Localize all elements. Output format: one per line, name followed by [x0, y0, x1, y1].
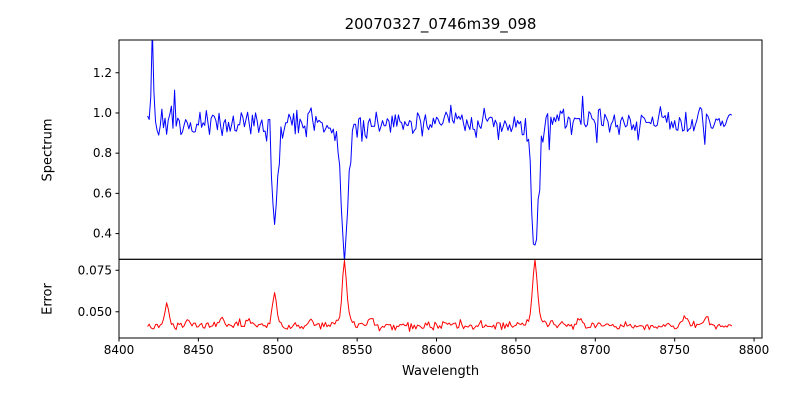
error-line	[147, 259, 733, 332]
x-tick-label: 8800	[739, 343, 770, 357]
spectrum-line	[147, 40, 733, 260]
x-tick-label: 8400	[104, 343, 135, 357]
y-tick-label: 0.075	[78, 263, 112, 277]
y-tick-label: 1.0	[93, 106, 112, 120]
x-axis-label: Wavelength	[401, 364, 480, 379]
y-axis-label-error: Error	[40, 283, 56, 315]
x-tick-label: 8500	[262, 343, 293, 357]
x-tick-label: 8700	[580, 343, 611, 357]
y-tick-label: 0.050	[78, 305, 112, 319]
x-tick-label: 8450	[183, 343, 214, 357]
y-tick-label: 0.8	[93, 146, 112, 160]
y-tick-label: 0.6	[93, 186, 112, 200]
bottom-panel-border	[118, 258, 763, 339]
y-axis-label-spectrum: Spectrum	[40, 118, 56, 182]
x-tick-label: 8750	[659, 343, 690, 357]
x-tick-label: 8600	[421, 343, 452, 357]
chart-title: 20070327_0746m39_098	[344, 15, 537, 33]
x-tick-label: 8650	[501, 343, 532, 357]
x-tick-label: 8550	[342, 343, 373, 357]
y-tick-label: 0.4	[93, 227, 112, 241]
top-panel-border	[118, 39, 763, 260]
y-tick-label: 1.2	[93, 66, 112, 80]
